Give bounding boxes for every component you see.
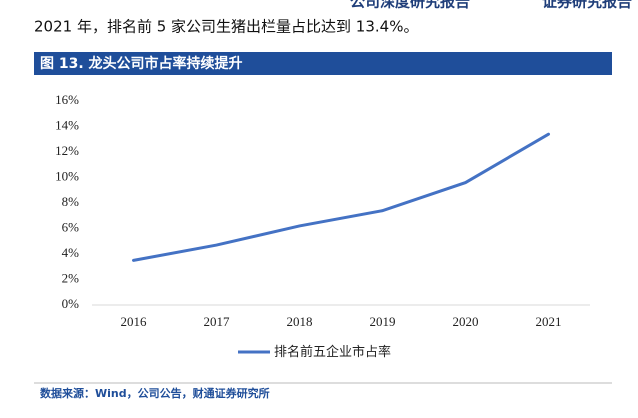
y-tick-label: 0% bbox=[62, 296, 80, 311]
header-brand: 证券研究报告 bbox=[542, 0, 632, 11]
y-tick-label: 4% bbox=[62, 245, 80, 260]
y-tick-label: 16% bbox=[55, 92, 79, 107]
x-tick-label: 2017 bbox=[204, 314, 231, 329]
x-tick-label: 2016 bbox=[121, 314, 148, 329]
figure-title: 图 13. 龙头公司市占率持续提升 bbox=[40, 55, 243, 72]
intro-text: 2021 年，排名前 5 家公司生猪出栏量占比达到 13.4%。 bbox=[34, 18, 418, 36]
source: 数据来源：Wind，公司公告，财通证券研究所 bbox=[40, 386, 270, 400]
x-tick-label: 2019 bbox=[370, 314, 396, 329]
y-tick-label: 8% bbox=[62, 194, 80, 209]
header-report-type: 公司深度研究报告 bbox=[350, 0, 470, 11]
x-tick-label: 2020 bbox=[453, 314, 479, 329]
y-tick-label: 12% bbox=[55, 143, 79, 158]
y-tick-label: 2% bbox=[62, 270, 80, 285]
figure-banner bbox=[34, 52, 612, 75]
x-tick-label: 2018 bbox=[287, 314, 313, 329]
y-tick-label: 6% bbox=[62, 219, 80, 234]
x-tick-label: 2021 bbox=[536, 314, 562, 329]
y-tick-label: 10% bbox=[55, 168, 79, 183]
y-tick-label: 14% bbox=[55, 117, 79, 132]
series-line bbox=[132, 132, 550, 262]
legend-label: 排名前五企业市占率 bbox=[274, 344, 391, 359]
